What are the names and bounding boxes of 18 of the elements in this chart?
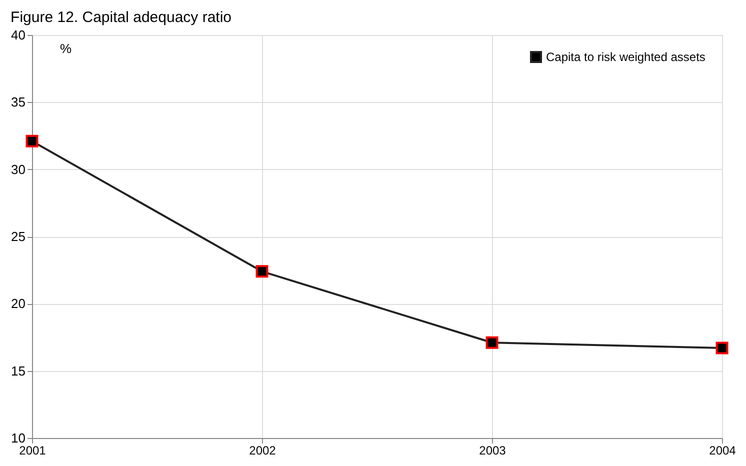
point bbox=[26, 134, 38, 148]
x-tick-label: 2004 bbox=[709, 444, 736, 458]
y-tick-label: 20 bbox=[11, 296, 26, 312]
y-tick-label: 25 bbox=[11, 229, 26, 244]
point bbox=[256, 265, 268, 278]
y-tick-label: 35 bbox=[11, 94, 26, 110]
y-tick-label: 40 bbox=[11, 28, 26, 42]
x-tick-label: 2001 bbox=[19, 444, 46, 458]
y-tick-label: 30 bbox=[11, 162, 26, 177]
y-axis-title: % bbox=[60, 41, 72, 56]
point bbox=[716, 342, 728, 354]
y-tick-label: 15 bbox=[11, 363, 26, 378]
y-tick-label: 10 bbox=[11, 430, 26, 446]
legend-label: Capita to risk weighted assets bbox=[546, 50, 706, 64]
x-tick-label: 2002 bbox=[249, 444, 276, 458]
x-tick-label: 2003 bbox=[479, 444, 506, 458]
chart-title: Figure 12. Capital adequacy ratio bbox=[10, 9, 232, 26]
point bbox=[486, 336, 498, 349]
